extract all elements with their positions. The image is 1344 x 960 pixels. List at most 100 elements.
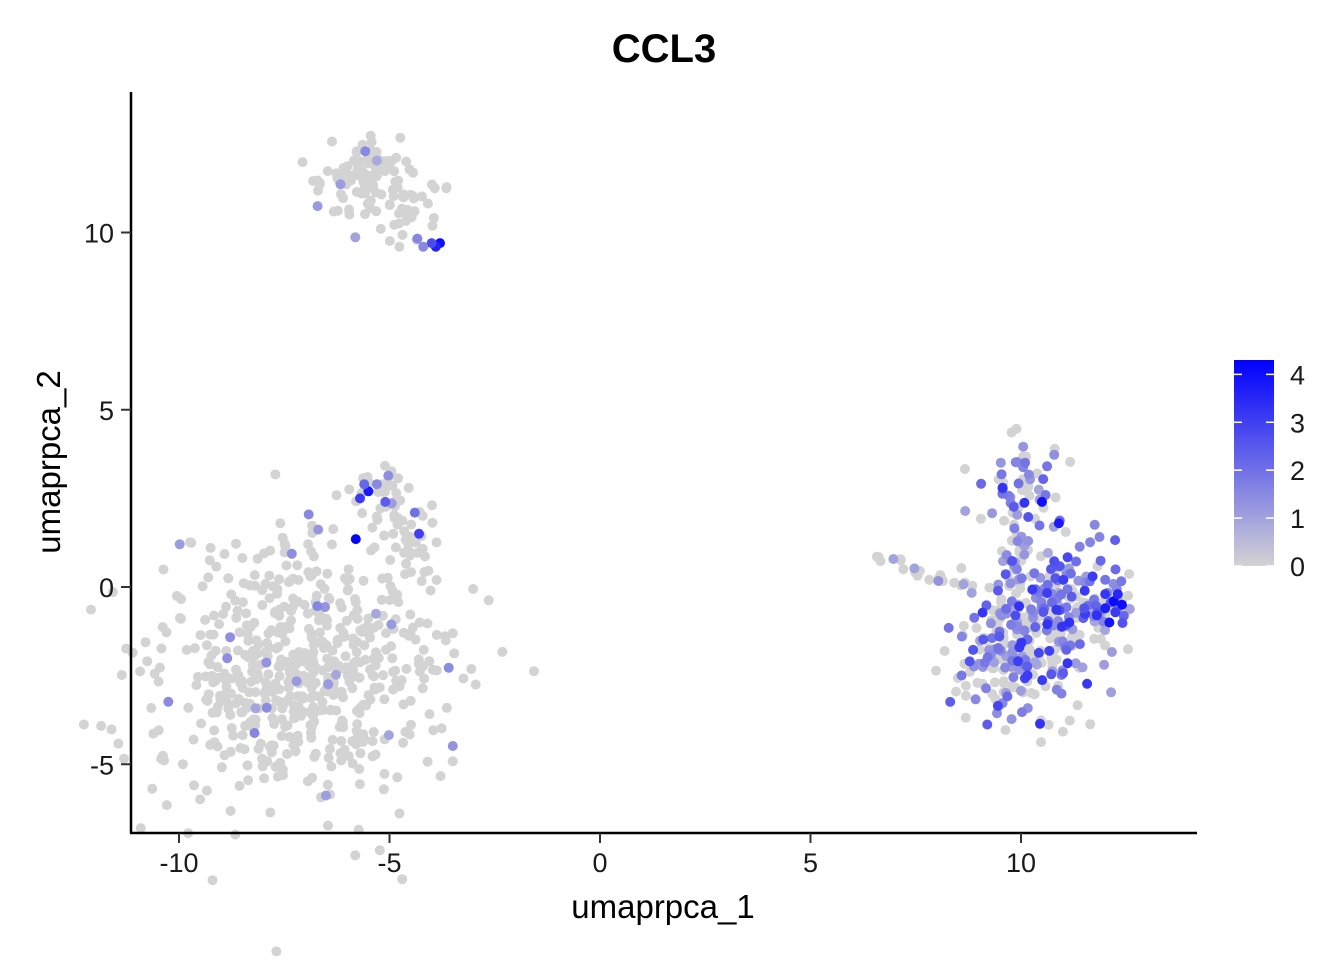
data-point [354, 672, 365, 683]
x-axis-ticks: -10 -5 0 5 10 [159, 833, 1036, 878]
data-point [1023, 512, 1034, 522]
data-point [78, 719, 89, 730]
data-point [1110, 535, 1121, 546]
data-point [1020, 457, 1031, 468]
data-point [354, 779, 365, 790]
data-point [286, 548, 297, 559]
data-point [1023, 469, 1034, 480]
data-point [157, 622, 168, 633]
data-point [1013, 656, 1023, 667]
data-point [416, 576, 427, 587]
data-point [981, 683, 991, 694]
data-point [405, 628, 416, 639]
data-point [399, 206, 410, 217]
data-point [306, 629, 317, 640]
data-point [468, 584, 479, 594]
data-point [212, 741, 223, 752]
data-point [200, 614, 211, 625]
data-point [1002, 691, 1013, 702]
data-point [367, 522, 378, 533]
data-point [248, 645, 258, 656]
data-point [274, 610, 285, 621]
data-point [327, 136, 337, 147]
data-point [895, 554, 906, 565]
data-point [987, 689, 998, 699]
data-point [960, 506, 971, 516]
data-point [371, 171, 382, 182]
data-point [257, 600, 268, 611]
data-point [127, 647, 138, 658]
data-point [318, 705, 329, 715]
data-point [406, 567, 416, 578]
data-point [394, 241, 405, 252]
chart-title: CCL3 [612, 27, 716, 71]
data-point [1117, 599, 1127, 610]
data-point [1011, 564, 1022, 575]
data-point [364, 171, 375, 182]
data-point [1064, 715, 1075, 726]
data-point [431, 537, 442, 548]
data-point [1019, 497, 1030, 508]
data-point [405, 189, 416, 200]
data-point [388, 191, 399, 202]
data-point [394, 681, 405, 692]
data-point [397, 874, 408, 885]
data-point [351, 187, 362, 197]
data-point [943, 622, 954, 633]
data-point [214, 619, 225, 630]
data-point [357, 508, 368, 519]
data-point [221, 697, 232, 708]
x-tick-label: 0 [592, 848, 607, 878]
data-point [290, 746, 301, 757]
data-point [289, 713, 300, 724]
data-point [201, 640, 212, 651]
data-point [994, 631, 1005, 642]
data-point [423, 565, 434, 576]
data-point [163, 696, 174, 707]
data-point [466, 664, 477, 674]
data-point [1017, 707, 1027, 718]
data-point [401, 663, 412, 674]
data-point [393, 473, 404, 484]
data-point [363, 158, 374, 169]
data-point [392, 589, 403, 600]
data-point [975, 513, 986, 524]
data-point [250, 703, 261, 714]
data-point [153, 676, 164, 687]
data-point [219, 670, 230, 681]
data-point [207, 707, 218, 718]
data-point [176, 594, 187, 605]
data-point [1042, 461, 1053, 472]
data-point [924, 574, 935, 585]
data-point [939, 646, 950, 656]
data-point [1053, 518, 1064, 529]
data-point [483, 595, 494, 606]
data-point [976, 478, 987, 489]
data-point [315, 579, 326, 590]
data-point [374, 845, 385, 856]
data-point [242, 720, 253, 731]
data-point [376, 594, 387, 605]
data-point [225, 632, 236, 643]
data-point [274, 574, 285, 585]
data-point [266, 747, 277, 758]
data-point [319, 643, 329, 654]
data-point [1051, 604, 1062, 615]
data-point [1112, 589, 1123, 600]
data-point [371, 608, 381, 619]
data-point [1011, 423, 1022, 434]
data-point [958, 620, 969, 631]
data-point [1042, 588, 1052, 598]
data-point [427, 664, 438, 675]
legend-tick-label: 2 [1290, 456, 1305, 486]
data-point [296, 705, 307, 716]
data-point [969, 612, 980, 623]
data-point [156, 643, 167, 654]
data-point [367, 736, 378, 747]
data-point [237, 597, 248, 608]
data-point [1042, 579, 1053, 590]
data-point [147, 783, 158, 794]
data-point [324, 744, 335, 754]
data-point [1000, 662, 1011, 673]
data-point [996, 469, 1007, 480]
